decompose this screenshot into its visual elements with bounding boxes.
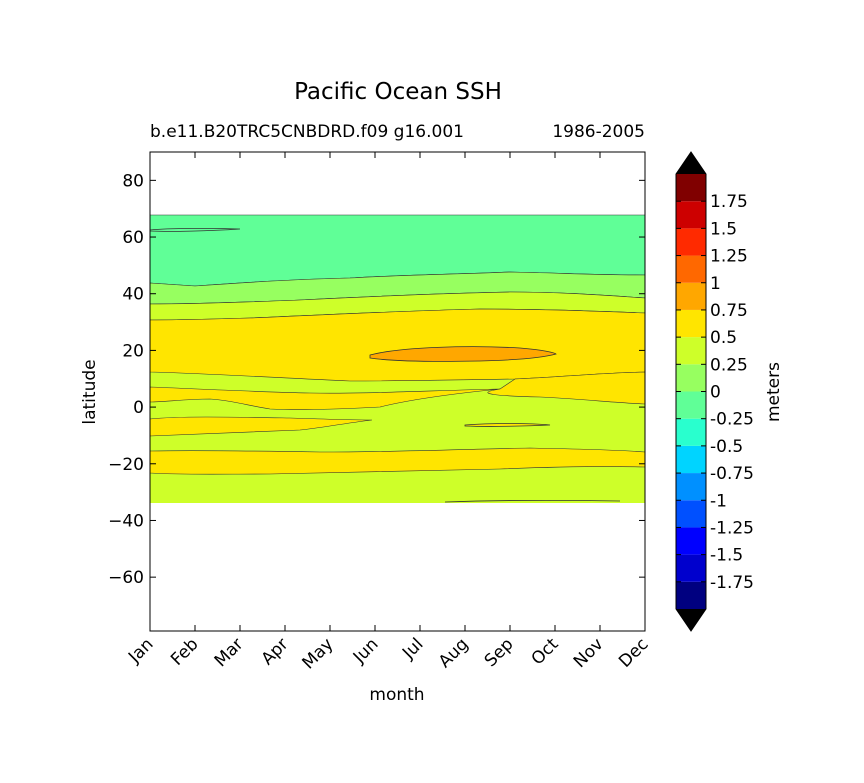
colorbar-segment	[676, 255, 706, 283]
x-tick-label: Nov	[570, 634, 608, 672]
colorbar-segment	[676, 500, 706, 528]
y-axis-ticks: 80 60 40 20 0 −20 −40 −60	[108, 171, 645, 588]
x-tick-label: Feb	[167, 634, 202, 669]
colorbar: 1.75 1.5 1.25 1 0.75 0.5 0.25 0 -0.25 -0.5 -0.75 -1…	[675, 151, 784, 632]
colorbar-tick-label: 1.75	[710, 192, 748, 212]
x-tick-label: Apr	[258, 634, 293, 669]
contour-band-half-to-three-quarters-south	[150, 447, 645, 475]
contour-line-southern-edge	[444, 499, 621, 503]
x-tick-label: Aug	[435, 634, 473, 672]
colorbar-tick-label: 0.5	[710, 328, 737, 348]
colorbar-tick-label: 0	[710, 383, 721, 403]
y-tick-label: −20	[108, 455, 144, 475]
colorbar-tick-label: -1	[710, 491, 727, 511]
colorbar-segment	[676, 337, 706, 365]
colorbar-tick-label: 1	[710, 274, 721, 294]
contour-band-half-south-tropics	[150, 416, 373, 437]
x-tick-label: Dec	[615, 634, 652, 671]
colorbar-tick-label: -0.75	[710, 464, 754, 484]
x-axis-label: month	[369, 685, 424, 705]
colorbar-segment	[676, 418, 706, 446]
x-tick-label: May	[299, 634, 338, 673]
colorbar-segment	[676, 445, 706, 474]
y-tick-label: −60	[108, 568, 144, 588]
colorbar-segment	[676, 391, 706, 419]
y-tick-label: 40	[122, 285, 144, 305]
x-tick-label: Jul	[398, 634, 427, 663]
x-tick-label: Oct	[528, 634, 563, 669]
colorbar-tick-label: -1.5	[710, 546, 743, 566]
colorbar-segment	[676, 473, 706, 501]
plot-frame	[149, 151, 646, 632]
colorbar-segment	[676, 201, 706, 229]
contour-band-half-to-three-quarters-north	[150, 308, 645, 382]
colorbar-segment	[676, 228, 706, 256]
colorbar-tick-label: 1.25	[710, 247, 748, 267]
chart-title: Pacific Ocean SSH	[294, 79, 502, 105]
colorbar-tick-label: -1.75	[710, 573, 754, 593]
contour-band-half-equatorial	[150, 386, 501, 410]
contour-oval-three-quarters-to-one	[369, 346, 557, 362]
y-tick-label: −40	[108, 511, 144, 531]
y-axis-label: latitude	[80, 359, 100, 424]
colorbar-segment	[676, 309, 706, 338]
colorbar-extend-bottom	[676, 609, 706, 631]
colorbar-tick-label: -0.5	[710, 437, 743, 457]
colorbar-outline	[675, 151, 707, 632]
colorbar-tick-label: 1.5	[710, 219, 737, 239]
colorbar-segment	[676, 282, 706, 310]
colorbar-tick-label: 0.75	[710, 301, 748, 321]
x-tick-label: Sep	[481, 634, 518, 671]
colorbar-extend-top	[676, 152, 706, 174]
y-tick-label: 0	[133, 398, 144, 418]
chart-subtitle-left: b.e11.B20TRC5CNBDRD.f09 g16.001	[150, 122, 464, 142]
colorbar-tick-label: 0.25	[710, 355, 748, 375]
x-tick-label: Mar	[211, 634, 248, 671]
colorbar-segment	[676, 581, 706, 609]
colorbar-segment	[676, 364, 706, 392]
y-tick-label: 60	[122, 228, 144, 248]
colorbar-label: meters	[764, 362, 784, 422]
x-tick-label: Jun	[349, 634, 383, 668]
contour-plot-area: Jan Feb Mar Apr May Jun Jul Aug Sep Oct Nov Dec 80 6…	[108, 151, 653, 673]
colorbar-segment	[676, 174, 706, 202]
colorbar-tick-label: -0.25	[710, 410, 754, 430]
contour-north-sliver	[150, 227, 241, 232]
y-tick-label: 20	[122, 341, 144, 361]
colorbar-segment	[676, 527, 706, 555]
colorbar-tick-label: -1.25	[710, 518, 754, 538]
contour-band-half-east-equator	[487, 371, 645, 405]
x-tick-label: Jan	[124, 634, 157, 667]
y-tick-label: 80	[122, 171, 144, 191]
chart-subtitle-right: 1986-2005	[552, 122, 645, 142]
colorbar-segment	[676, 554, 706, 582]
contour-lens-september	[464, 423, 551, 427]
